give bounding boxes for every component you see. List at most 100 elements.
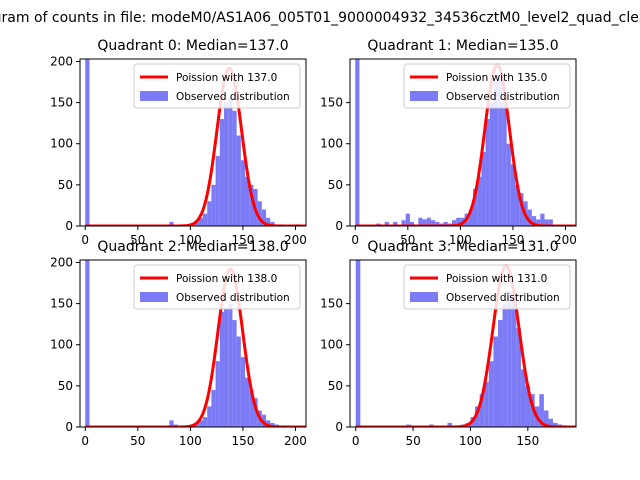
quadrant-3-hist-bar — [447, 422, 453, 427]
quadrant-3-legend-hist-label: Observed distribution — [446, 292, 560, 304]
figure-suptitle: Histogram of counts in file: modeM0/AS1A… — [0, 10, 640, 26]
quadrant-0-hist-bar — [215, 156, 220, 226]
quadrant-0-hist-bar — [224, 102, 229, 226]
quadrant-0-poisson-line — [84, 66, 306, 226]
quadrant-1-hist-bar — [443, 221, 448, 226]
quadrant-1-hist-bar — [506, 143, 511, 226]
quadrant-1-y-tick-label: 150 — [320, 96, 343, 110]
quadrant-0-x-tick-label: 150 — [231, 233, 254, 247]
quadrant-0-hist-bar — [207, 201, 212, 226]
quadrant-2-hist-bar — [219, 311, 225, 427]
quadrant-3-hist-bar — [525, 385, 531, 427]
quadrant-3-axes-frame — [349, 259, 577, 428]
quadrant-0-y-tick-label: 50 — [58, 178, 73, 192]
quadrant-2-hist-bar — [236, 336, 241, 427]
quadrant-0-legend-hist-swatch — [140, 91, 168, 101]
quadrant-3-hist-bar — [355, 260, 361, 427]
quadrant-3-hist-bar — [479, 394, 485, 427]
quadrant-0-hist-bar — [169, 221, 174, 226]
quadrant-1-hist-bar — [456, 217, 461, 226]
quadrant-1-hist-bar — [426, 217, 431, 226]
quadrant-1-title: Quadrant 1: Median=135.0 — [367, 38, 558, 54]
quadrant-3-hist-bar — [511, 295, 517, 427]
quadrant-1-hist-bar — [531, 216, 537, 226]
quadrant-0-title: Quadrant 0: Median=137.0 — [97, 38, 288, 54]
quadrant-3-hist-bar — [484, 381, 489, 427]
quadrant-1-hist-bar — [393, 221, 398, 226]
quadrant-2-x-tick-label: 50 — [130, 434, 145, 448]
quadrant-1-hist-bar — [477, 176, 482, 226]
quadrant-3-legend-line-label: Poission with 131.0 — [446, 273, 547, 285]
quadrant-1-hist-bar — [355, 59, 360, 226]
quadrant-2-hist-bar — [240, 357, 246, 427]
quadrant-1-hist-bar — [409, 221, 415, 226]
quadrant-2-legend-line-label: Poission with 138.0 — [176, 273, 277, 285]
quadrant-0-hist-bar — [270, 221, 275, 226]
quadrant-0-hist-bar — [236, 135, 241, 226]
quadrant-2-hist-bar — [224, 307, 229, 427]
quadrant-3-legend-box — [403, 264, 571, 310]
quadrant-3-hist-bar — [493, 336, 498, 427]
quadrant-0-plot-area — [84, 59, 306, 226]
quadrant-2-hist-bar — [85, 260, 90, 427]
quadrant-2-legend-hist-swatch — [140, 292, 168, 302]
quadrant-1-hist-bar — [481, 151, 486, 226]
quadrant-1-legend-hist-label: Observed distribution — [446, 91, 560, 103]
quadrant-0-hist-bar — [249, 184, 254, 226]
quadrant-2-y-tick-label: 200 — [50, 255, 73, 269]
quadrant-1-hist-bar — [494, 82, 499, 226]
quadrant-3-hist-bar — [539, 394, 544, 427]
quadrant-2-legend-box — [133, 264, 301, 310]
quadrant-1-x-tick-label: 0 — [351, 233, 359, 247]
quadrant-3-hist-bar — [553, 422, 558, 427]
quadrant-2-hist-bar — [198, 420, 203, 427]
quadrant-2-hist-bar — [261, 414, 267, 427]
quadrant-0-hist-bar — [257, 201, 262, 226]
quadrant-0-legend-box — [133, 63, 301, 109]
quadrant-3-hist-bar — [497, 320, 503, 427]
quadrant-1-legend-box — [403, 63, 571, 109]
quadrant-1-hist-bar — [468, 209, 473, 226]
quadrant-3-hist-bar — [548, 418, 554, 427]
quadrant-2-hist-bar — [169, 420, 174, 427]
quadrant-1-hist-bar — [485, 119, 490, 226]
quadrant-0-hist-bar — [228, 98, 233, 226]
quadrant-3-title: Quadrant 3: Median=131.0 — [367, 239, 558, 255]
quadrant-2-panel: 0 50 100 150 200 0 50 100 150 200 Poission with 13… — [50, 239, 307, 448]
quadrant-1-hist-bar — [451, 220, 457, 226]
quadrant-0-panel: 0 50 100 150 200 0 50 100 150 200 Poission with 13… — [50, 38, 307, 247]
quadrant-1-hist-bar — [515, 184, 520, 226]
quadrant-2-y-tick-label: 50 — [58, 379, 73, 393]
quadrant-2-hist-bar — [228, 303, 233, 427]
quadrant-2-title: Quadrant 2: Median=138.0 — [97, 239, 288, 255]
quadrant-3-hist-bar — [502, 303, 508, 427]
quadrant-1-hist-bar — [548, 219, 553, 226]
quadrant-1-hist-bar — [405, 213, 410, 226]
quadrant-3-legend-hist-swatch — [410, 292, 438, 302]
quadrant-2-y-tick-label: 100 — [50, 338, 73, 352]
quadrant-1-x-tick-label: 50 — [400, 233, 415, 247]
quadrant-0-hist-bar — [194, 221, 199, 226]
quadrant-3-hist-bar — [530, 394, 535, 427]
quadrant-2-poisson-line — [84, 267, 306, 427]
quadrant-0-x-tick-label: 0 — [81, 233, 89, 247]
quadrant-0-x-tick-label: 50 — [130, 233, 145, 247]
quadrant-2-x-tick-label: 200 — [284, 434, 307, 448]
quadrant-3-y-tick-label: 150 — [320, 297, 343, 311]
quadrant-2-hist-bar — [249, 389, 254, 427]
quadrant-0-legend-line-label: Poission with 137.0 — [176, 72, 277, 84]
quadrant-1-x-tick-label: 150 — [501, 233, 524, 247]
quadrant-1-hist-bar — [384, 221, 389, 226]
quadrant-3-x-tick-label: 150 — [516, 434, 539, 448]
quadrant-0-hist-bar — [85, 59, 90, 226]
quadrant-1-y-tick-label: 0 — [335, 219, 343, 233]
quadrant-0-hist-bar — [261, 209, 267, 226]
quadrant-1-hist-bar — [418, 217, 423, 226]
quadrant-2-hist-bar — [270, 422, 275, 427]
quadrant-0-hist-bar — [240, 160, 246, 226]
quadrant-0-hist-bar — [202, 213, 208, 226]
quadrant-3-y-tick-label: 0 — [335, 420, 343, 434]
quadrant-2-x-tick-label: 0 — [81, 434, 89, 448]
quadrant-0-legend-hist-label: Observed distribution — [176, 91, 290, 103]
